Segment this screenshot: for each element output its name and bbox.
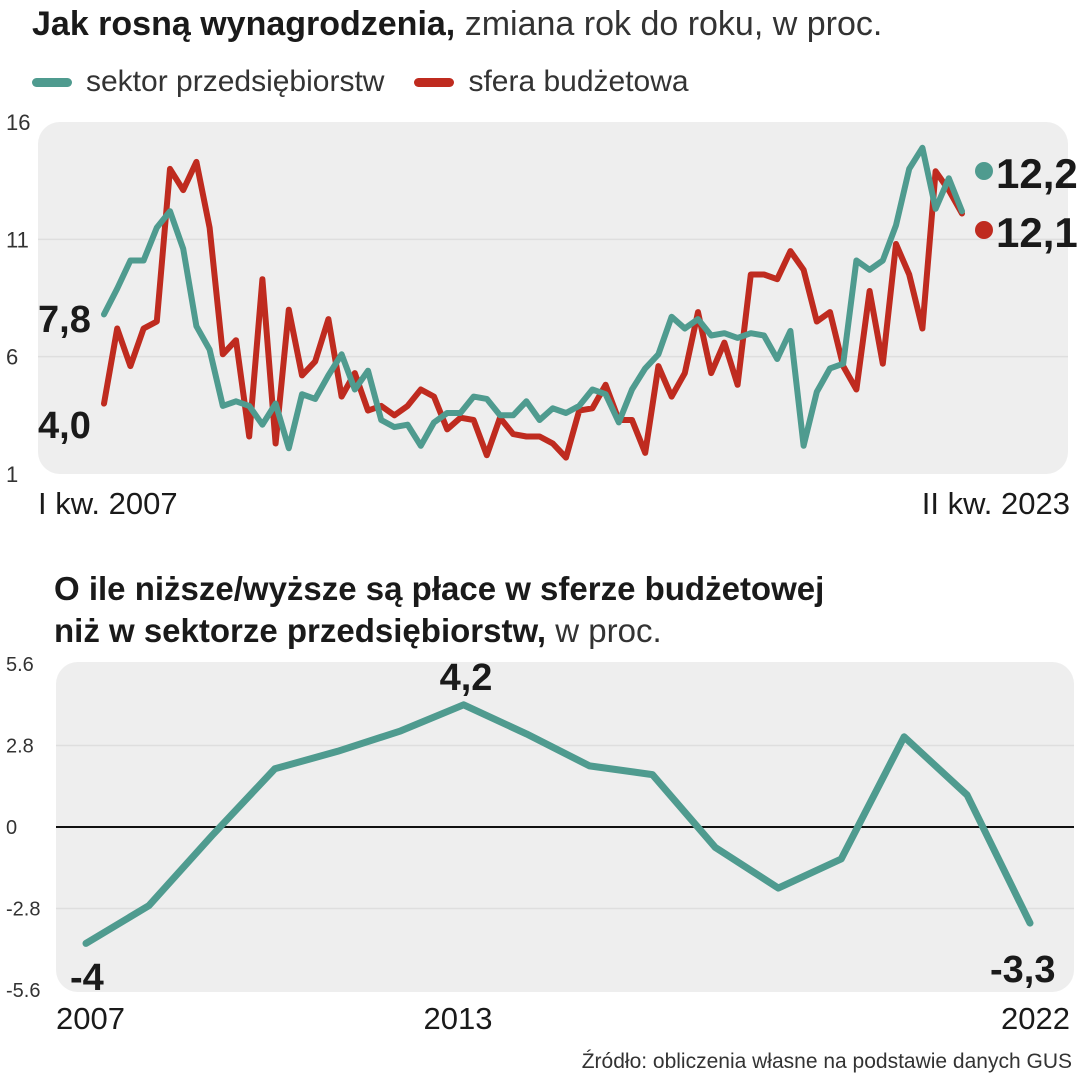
chart2-title-line2: niż w sektorze przedsiębiorstw, bbox=[54, 612, 547, 649]
chart1-start-label-enterprise: 7,8 bbox=[38, 299, 91, 341]
chart1-end-dot-budget bbox=[975, 221, 993, 239]
chart2-y-tick-label: 2.8 bbox=[6, 736, 34, 758]
chart1-x-label-start: I kw. 2007 bbox=[38, 486, 178, 521]
legend-item-budget: sfera budżetowa bbox=[414, 65, 689, 99]
chart2-y-tick-label: 5.6 bbox=[6, 654, 34, 676]
chart2-annotation-first: -4 bbox=[70, 957, 104, 999]
chart1-legend: sektor przedsiębiorstw sfera budżetowa bbox=[32, 64, 719, 100]
legend-label-enterprise: sektor przedsiębiorstw bbox=[86, 65, 385, 98]
chart1-title-bold: Jak rosną wynagrodzenia, bbox=[32, 5, 456, 43]
chart2-x-tick-label: 2022 bbox=[1001, 1001, 1070, 1036]
chart1-y-tick-label: 6 bbox=[6, 345, 18, 370]
chart1-end-dot-enterprise bbox=[975, 162, 993, 180]
legend-item-enterprise: sektor przedsiębiorstw bbox=[32, 65, 384, 99]
chart1-start-label-budget: 4,0 bbox=[38, 405, 91, 447]
chart2-title-rest: w proc. bbox=[546, 612, 662, 649]
chart2-annotation-last: -3,3 bbox=[990, 949, 1055, 991]
chart2-x-tick-label: 2007 bbox=[56, 1001, 125, 1036]
chart1-line-budget bbox=[101, 158, 965, 461]
legend-swatch-budget bbox=[414, 77, 455, 87]
chart2-y-tick-label: -2.8 bbox=[6, 899, 40, 921]
chart2-title-line1: O ile niższe/wyższe są płace w sferze bu… bbox=[54, 570, 825, 607]
legend-swatch-enterprise bbox=[32, 77, 72, 87]
source-note: Źródło: obliczenia własne na podstawie d… bbox=[581, 1050, 1072, 1073]
chart1-end-label-budget: 12,1 bbox=[996, 209, 1078, 256]
chart1-title-rest: zmiana rok do roku, w proc. bbox=[455, 5, 883, 43]
chart1-x-label-end: II kw. 2023 bbox=[922, 486, 1070, 521]
chart1-y-tick-label: 16 bbox=[6, 110, 30, 135]
chart2-x-tick-label: 2013 bbox=[424, 1001, 493, 1036]
legend-label-budget: sfera budżetowa bbox=[468, 65, 689, 98]
chart1-title: Jak rosną wynagrodzenia, zmiana rok do r… bbox=[32, 4, 882, 44]
chart2-y-tick-label: 0 bbox=[6, 817, 17, 839]
chart1-line-enterprise bbox=[101, 144, 965, 452]
chart1-plot-area bbox=[38, 122, 1068, 474]
chart2-line bbox=[82, 701, 1034, 947]
chart1-y-tick-label: 11 bbox=[6, 227, 29, 252]
chart2-y-tick-label: -5.6 bbox=[6, 980, 40, 1002]
chart1-end-label-enterprise: 12,2 bbox=[996, 150, 1078, 197]
chart2-title: O ile niższe/wyższe są płace w sferze bu… bbox=[54, 568, 824, 652]
chart1-y-tick-label: 1 bbox=[6, 462, 18, 487]
chart2-annotation-max: 4,2 bbox=[440, 657, 493, 699]
